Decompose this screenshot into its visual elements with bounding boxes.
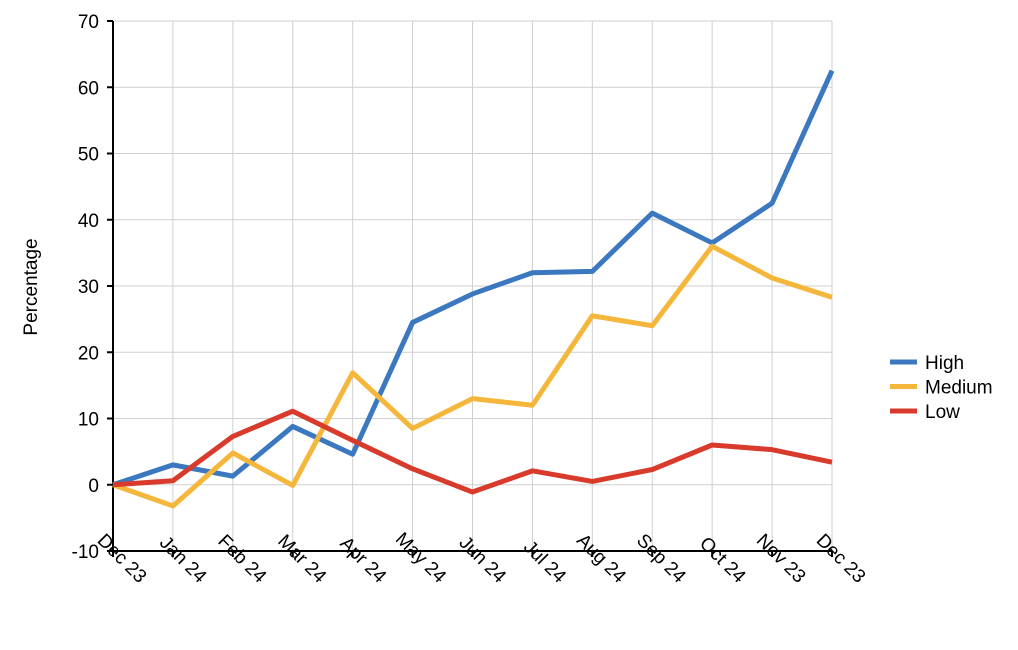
legend-label-low: Low <box>925 402 960 423</box>
x-tick-label: Dec 23 <box>812 530 869 587</box>
x-tick-label: May 24 <box>391 529 450 588</box>
series-line-high <box>112 69 835 488</box>
y-tick-label: 50 <box>78 145 99 166</box>
x-tick-label: Apr 24 <box>336 533 391 588</box>
legend: High Medium Low <box>890 353 993 423</box>
x-tick-label: Nov 23 <box>752 530 809 587</box>
y-tick-label: 70 <box>78 12 99 33</box>
x-tick-label: Dec 23 <box>93 530 150 587</box>
series-line-medium <box>112 243 833 509</box>
y-tick-labels: -10 0 10 20 30 40 50 60 70 <box>72 12 99 563</box>
y-tick-label: 30 <box>78 277 99 298</box>
y-tick-label: 10 <box>78 410 99 431</box>
y-tick-label: 60 <box>78 78 99 99</box>
series-line-low <box>112 408 833 495</box>
x-tick-label: Sep 24 <box>632 530 690 588</box>
x-tick-label: Jun 24 <box>455 532 510 587</box>
x-tick-label: Jan 24 <box>155 532 210 587</box>
legend-label-medium: Medium <box>925 378 993 399</box>
legend-label-high: High <box>925 353 964 374</box>
axes <box>107 20 833 557</box>
x-tick-label: Jul 24 <box>519 537 570 588</box>
x-tick-label: Aug 24 <box>572 530 630 588</box>
x-tick-label: Mar 24 <box>273 531 330 588</box>
y-tick-label: 0 <box>88 476 99 497</box>
y-tick-label: -10 <box>72 542 99 563</box>
y-tick-label: 20 <box>78 343 99 364</box>
series-lines <box>112 69 835 509</box>
x-tick-label: Feb 24 <box>213 531 270 588</box>
y-axis-label: Percentage <box>21 238 42 335</box>
x-tick-labels: Dec 23 Jan 24 Feb 24 Mar 24 Apr 24 May 24 Jun … <box>93 529 869 588</box>
y-tick-label: 40 <box>78 211 99 232</box>
grid <box>113 20 833 551</box>
x-tick-label: Oct 24 <box>695 533 750 588</box>
